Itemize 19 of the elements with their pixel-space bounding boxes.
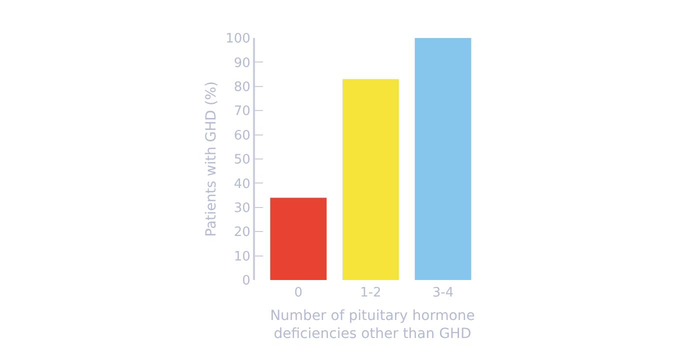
y-tick-label: 70 (234, 104, 250, 120)
x-tick-label: 1-2 (360, 286, 382, 301)
y-tick-label: 100 (226, 32, 250, 47)
bar (414, 38, 472, 280)
y-tick-label: 80 (234, 80, 250, 95)
y-tick-label: 30 (234, 200, 250, 216)
y-tick-label: 0 (242, 274, 250, 289)
y-axis-title: Patients with GHD (%) (204, 81, 220, 237)
y-tick-label: 20 (234, 225, 250, 240)
y-tick-label: 40 (234, 176, 250, 192)
y-tick-label: 60 (234, 128, 250, 144)
y-tick-label: 90 (234, 56, 250, 71)
bar (270, 198, 327, 280)
y-tick-label: 50 (234, 152, 250, 168)
x-tick-label: 3-4 (432, 286, 454, 301)
x-tick-label: 0 (294, 286, 303, 301)
bar (342, 79, 399, 280)
x-axis-title: Number of pituitary hormone deficiencies other than GHD (270, 308, 475, 342)
y-tick-label: 10 (234, 249, 250, 264)
